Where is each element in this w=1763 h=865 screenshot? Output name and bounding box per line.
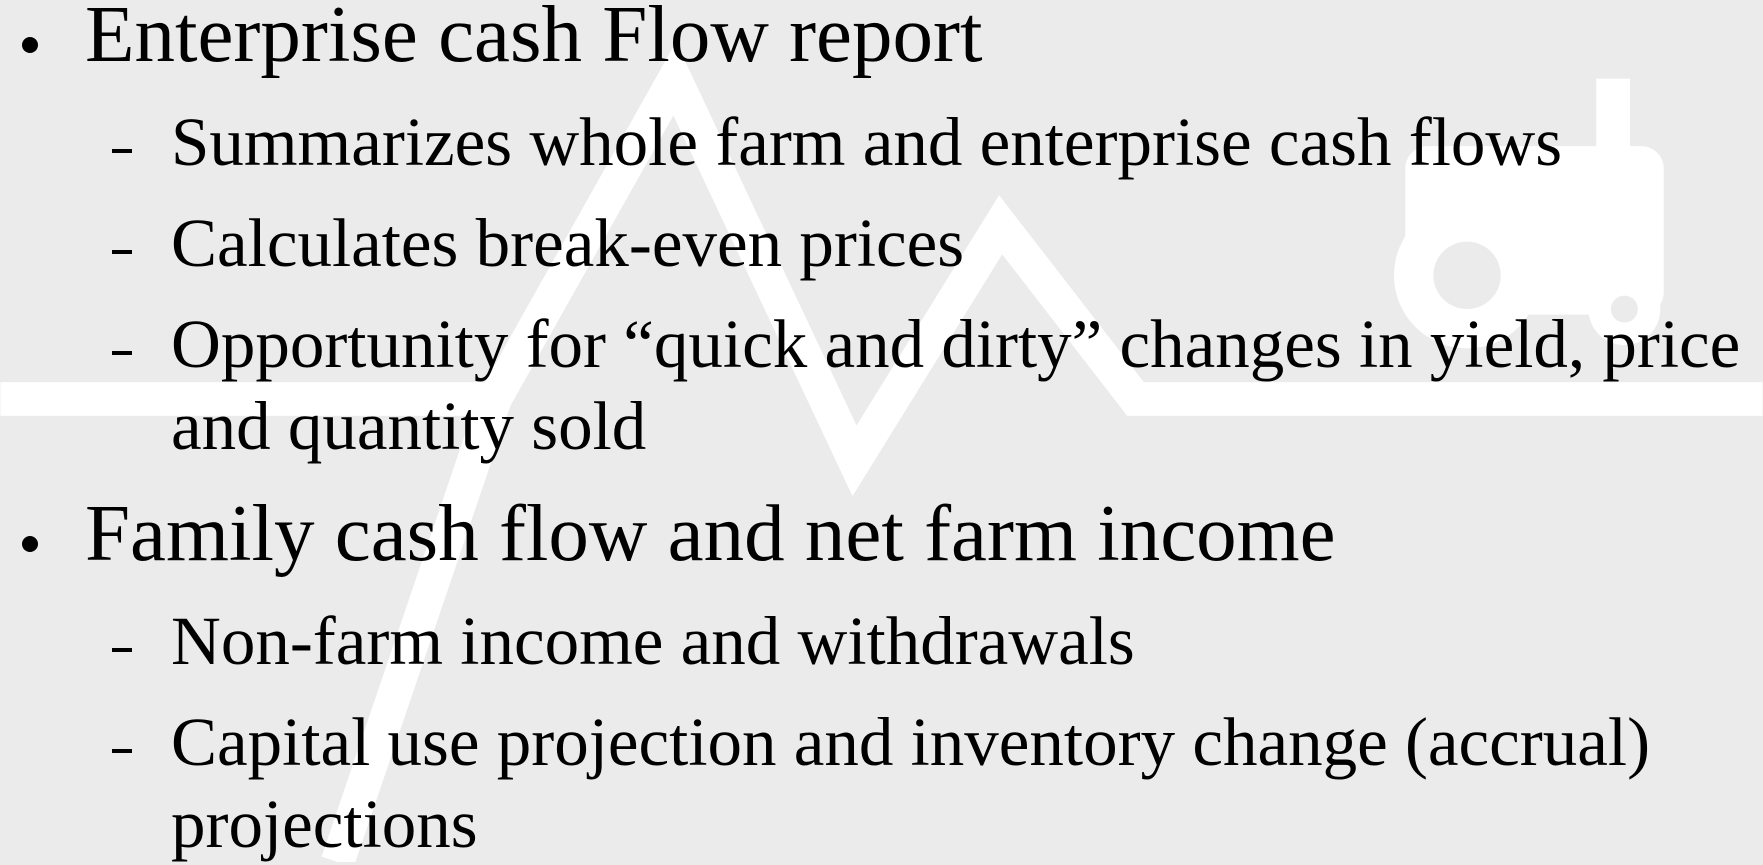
sub-list: Summarizes whole farm and enterprise cas…	[0, 101, 1763, 467]
bullet-marker	[22, 536, 38, 552]
bullet-item: Enterprise cash Flow report	[0, 0, 1763, 79]
sub-item: Summarizes whole farm and enterprise cas…	[0, 101, 1760, 183]
bullet-marker	[22, 37, 38, 53]
dash-marker	[112, 250, 132, 254]
sub-text: Non-farm income and withdrawals	[171, 603, 1135, 679]
bullet-text: Family cash flow and net farm income	[85, 488, 1336, 578]
sub-item: Capital use projection and inventory cha…	[0, 701, 1760, 865]
bullet-item: Family cash flow and net farm income	[0, 488, 1763, 578]
sub-text: Capital use projection and inventory cha…	[171, 704, 1651, 862]
dash-marker	[112, 351, 132, 355]
dash-marker	[112, 149, 132, 153]
bullet-text: Enterprise cash Flow report	[85, 0, 983, 79]
sub-text: Summarizes whole farm and enterprise cas…	[171, 104, 1563, 180]
sub-text: Calculates break-even prices	[171, 205, 965, 281]
dash-marker	[112, 648, 132, 652]
sub-item: Opportunity for “quick and dirty” change…	[0, 303, 1760, 467]
sub-item: Calculates break-even prices	[0, 202, 1760, 284]
dash-marker	[112, 749, 132, 753]
sub-text: Opportunity for “quick and dirty” change…	[171, 306, 1741, 464]
sub-item: Non-farm income and withdrawals	[0, 600, 1760, 682]
sub-list: Non-farm income and withdrawals Capital u…	[0, 600, 1763, 865]
